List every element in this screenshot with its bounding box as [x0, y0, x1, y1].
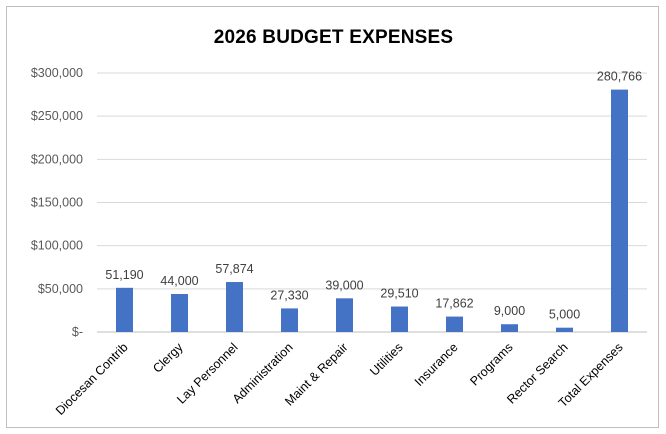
data-label: 39,000	[325, 278, 363, 292]
y-tick-label: $150,000	[31, 196, 83, 210]
data-label: 44,000	[160, 274, 198, 288]
bar	[116, 287, 133, 332]
bar	[281, 308, 298, 332]
category-label: Programs	[467, 340, 515, 388]
data-label: 51,190	[105, 268, 143, 282]
category-label: Utilities	[367, 340, 405, 378]
data-label: 27,330	[270, 288, 308, 302]
category-label: Diocesan Contrib	[53, 340, 131, 418]
chart-title: 2026 BUDGET EXPENSES	[213, 27, 454, 48]
bar	[391, 306, 408, 332]
data-label: 29,510	[380, 287, 418, 301]
category-label: Insurance	[412, 340, 461, 389]
data-label: 57,874	[215, 262, 253, 276]
bar	[171, 294, 188, 332]
bar	[611, 89, 628, 333]
bar	[446, 316, 463, 332]
bar	[226, 282, 243, 332]
data-label: 9,000	[494, 304, 525, 318]
bar	[501, 324, 518, 332]
y-tick-label: $200,000	[31, 152, 83, 166]
data-label: 280,766	[597, 70, 642, 84]
y-tick-label: $250,000	[31, 109, 83, 123]
category-label: Clergy	[150, 340, 186, 376]
y-tick-label: $300,000	[31, 66, 83, 80]
bar	[336, 298, 353, 332]
bar	[556, 327, 573, 332]
bar-chart: $- $50,000 $100,000 $150,000 $200,000 $250,00…	[31, 66, 647, 418]
chart-frame: 2026 BUDGET EXPENSES $- $50,000 $100,000 $1…	[6, 6, 659, 428]
y-tick-label: $100,000	[31, 239, 83, 253]
y-tick-label: $50,000	[38, 282, 83, 296]
y-tick-label: $-	[72, 325, 83, 339]
data-label: 5,000	[549, 308, 580, 322]
data-label: 17,862	[435, 297, 473, 311]
